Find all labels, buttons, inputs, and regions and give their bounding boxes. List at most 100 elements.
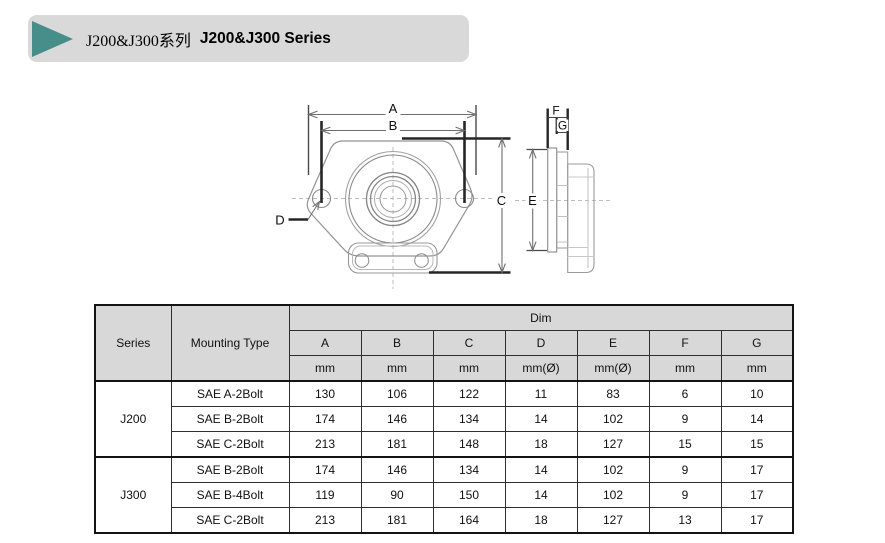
- dim-value-cell: 127: [576, 431, 650, 458]
- dim-value-cell: 14: [504, 482, 578, 508]
- port-hole-right: [414, 253, 429, 268]
- dim-unit-header: mm: [360, 355, 434, 382]
- dim-value-cell: 102: [576, 406, 650, 432]
- dim-value-cell: 17: [720, 482, 794, 508]
- table-row: SAE B-4Bolt 119 90 150 14 102 9 17: [95, 482, 794, 508]
- mounting-type-cell: SAE C-2Bolt: [170, 507, 290, 534]
- dim-value-cell: 14: [504, 456, 578, 483]
- dim-label-d: D: [275, 213, 284, 228]
- dim-f-label-bg: [549, 104, 563, 116]
- dim-value-cell: 14: [504, 406, 578, 432]
- col-header-series: Series: [94, 304, 172, 382]
- dim-unit-header: mm: [720, 355, 794, 382]
- dim-value-cell: 148: [432, 431, 506, 458]
- series-cell: J300: [94, 456, 172, 534]
- dim-unit-header: mm: [648, 355, 722, 382]
- dim-unit-header: mm(Ø): [504, 355, 578, 382]
- port-hole-left: [354, 253, 370, 268]
- dim-value-cell: 127: [576, 507, 650, 534]
- series-cell: J200: [94, 380, 172, 458]
- dim-unit-header: mm: [288, 355, 362, 382]
- dim-label-b: B: [389, 118, 398, 133]
- dim-value-cell: 174: [288, 456, 362, 483]
- dim-value-cell: 130: [288, 380, 362, 407]
- dim-c-label-bg: [494, 193, 510, 208]
- dim-label-a: A: [389, 101, 398, 116]
- dim-unit-header: mm: [432, 355, 506, 382]
- dim-value-cell: 134: [432, 406, 506, 432]
- dim-value-cell: 213: [288, 507, 362, 534]
- side-view: [515, 147, 613, 274]
- port-block-outer: [347, 242, 438, 274]
- port-block-inner: [352, 245, 434, 270]
- dim-value-cell: 11: [504, 380, 578, 407]
- dim-value-cell: 83: [576, 380, 650, 407]
- dim-letter-header: A: [288, 330, 362, 356]
- boss-circle-1: [365, 171, 421, 227]
- dim-letter-header: E: [576, 330, 650, 356]
- dim-b-label-bg: [386, 118, 400, 132]
- table-row: SAE B-2Bolt 174 146 134 14 102 9 14: [95, 406, 794, 432]
- dim-value-cell: 146: [360, 406, 434, 432]
- dim-letter-header: C: [432, 330, 506, 356]
- front-view: [292, 140, 493, 289]
- mounting-type-cell: SAE A-2Bolt: [170, 380, 290, 407]
- dim-value-cell: 9: [648, 406, 722, 432]
- table-row: SAE C-2Bolt 213 181 164 18 127 13 17: [95, 507, 794, 534]
- mounting-type-cell: SAE B-2Bolt: [170, 406, 290, 432]
- dim-value-cell: 106: [360, 380, 434, 407]
- dim-label-c: C: [497, 193, 506, 208]
- dim-value-cell: 213: [288, 431, 362, 458]
- dim-table-body: J200 SAE A-2Bolt 130 106 122 11 83 6 10 SAE B-2Bo…: [94, 380, 794, 534]
- dim-d-leader: [307, 200, 321, 220]
- dim-value-cell: 122: [432, 380, 506, 407]
- series-title-cn: J200&J300系列: [86, 32, 191, 50]
- dim-value-cell: 15: [648, 431, 722, 458]
- dim-value-cell: 119: [288, 482, 362, 508]
- mounting-type-cell: SAE C-2Bolt: [170, 431, 290, 458]
- boss-circle-2: [369, 175, 417, 223]
- col-header-dim: Dim: [288, 304, 794, 331]
- dim-value-cell: 102: [576, 482, 650, 508]
- dim-value-cell: 134: [432, 456, 506, 483]
- table-row: J200 SAE A-2Bolt 130 106 122 11 83 6 10: [94, 380, 794, 458]
- dim-value-cell: 164: [432, 507, 506, 534]
- dim-letter-header: F: [648, 330, 722, 356]
- dim-value-cell: 14: [720, 406, 794, 432]
- dim-value-cell: 13: [648, 507, 722, 534]
- boss-circle-3: [374, 180, 412, 218]
- dim-value-cell: 181: [360, 431, 434, 458]
- dim-unit-header: mm(Ø): [576, 355, 650, 382]
- dim-value-cell: 18: [504, 431, 578, 458]
- dim-letter-header: B: [360, 330, 434, 356]
- mounting-type-cell: SAE B-4Bolt: [170, 482, 290, 508]
- dim-value-cell: 10: [720, 380, 794, 407]
- side-step-lines: [567, 176, 594, 257]
- dim-label-e: E: [528, 193, 537, 208]
- dim-value-cell: 17: [720, 507, 794, 534]
- dim-value-cell: 181: [360, 507, 434, 534]
- dimension-annotations: A B C D E: [275, 101, 569, 275]
- flange-outline: [306, 140, 473, 257]
- table-row: SAE C-2Bolt 213 181 148 18 127 15 15: [95, 431, 794, 458]
- dim-value-cell: 150: [432, 482, 506, 508]
- dim-value-cell: 15: [720, 431, 794, 458]
- dim-value-cell: 174: [288, 406, 362, 432]
- shaft-bore: [379, 185, 407, 213]
- col-header-mounting: Mounting Type: [170, 304, 290, 382]
- dim-a-label-bg: [385, 102, 401, 115]
- dim-label-f: F: [552, 104, 559, 118]
- dim-letter-header: G: [720, 330, 794, 356]
- dim-value-cell: 9: [648, 482, 722, 508]
- side-detail-lines: [556, 185, 568, 243]
- section-header: J200&J300系列 J200&J300 Series: [28, 15, 469, 62]
- arrow-icon: [32, 20, 73, 57]
- side-rear-body: [567, 163, 595, 274]
- dim-value-cell: 90: [360, 482, 434, 508]
- dim-value-cell: 17: [720, 456, 794, 483]
- dim-e-label-bg: [525, 193, 540, 209]
